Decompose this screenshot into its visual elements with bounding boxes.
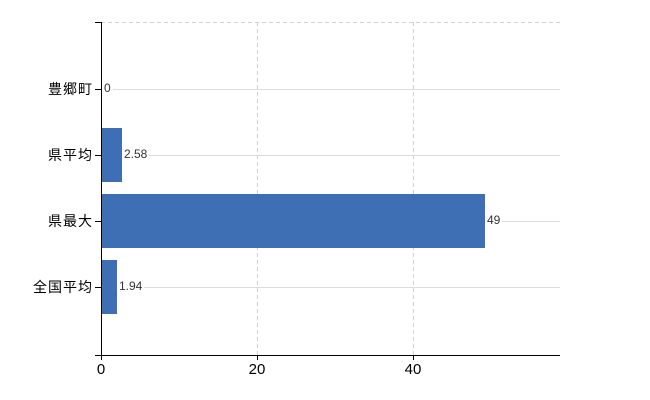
plot-top-border bbox=[101, 22, 560, 23]
x-gridline bbox=[257, 22, 258, 355]
x-axis-tick-label: 20 bbox=[248, 361, 266, 378]
y-axis-line bbox=[101, 22, 102, 356]
x-axis-tick-label: 0 bbox=[96, 361, 106, 378]
y-axis-end-tick bbox=[95, 355, 101, 356]
x-gridline bbox=[413, 22, 414, 355]
value-label: 2.58 bbox=[122, 147, 150, 162]
bar[interactable] bbox=[102, 194, 485, 248]
value-label: 49 bbox=[485, 213, 503, 228]
category-label: 県最大 bbox=[48, 213, 93, 229]
row-gridline bbox=[101, 155, 560, 156]
bar[interactable] bbox=[102, 260, 117, 314]
x-axis-tick bbox=[257, 355, 258, 360]
x-axis-tick-label: 40 bbox=[404, 361, 422, 378]
y-axis-tick bbox=[95, 89, 101, 90]
row-gridline bbox=[101, 287, 560, 288]
value-label: 1.94 bbox=[117, 279, 145, 294]
x-axis-line bbox=[101, 355, 560, 356]
row-gridline bbox=[101, 89, 560, 90]
y-axis-tick bbox=[95, 155, 101, 156]
x-axis-tick bbox=[101, 355, 102, 360]
y-axis-tick bbox=[95, 287, 101, 288]
y-axis-end-tick bbox=[95, 22, 101, 23]
category-label: 県平均 bbox=[48, 147, 93, 163]
value-label: 0 bbox=[102, 81, 113, 96]
x-axis-tick bbox=[413, 355, 414, 360]
category-label: 全国平均 bbox=[33, 279, 93, 295]
y-axis-tick bbox=[95, 221, 101, 222]
bar[interactable] bbox=[102, 128, 122, 182]
category-label: 豊郷町 bbox=[48, 81, 93, 97]
